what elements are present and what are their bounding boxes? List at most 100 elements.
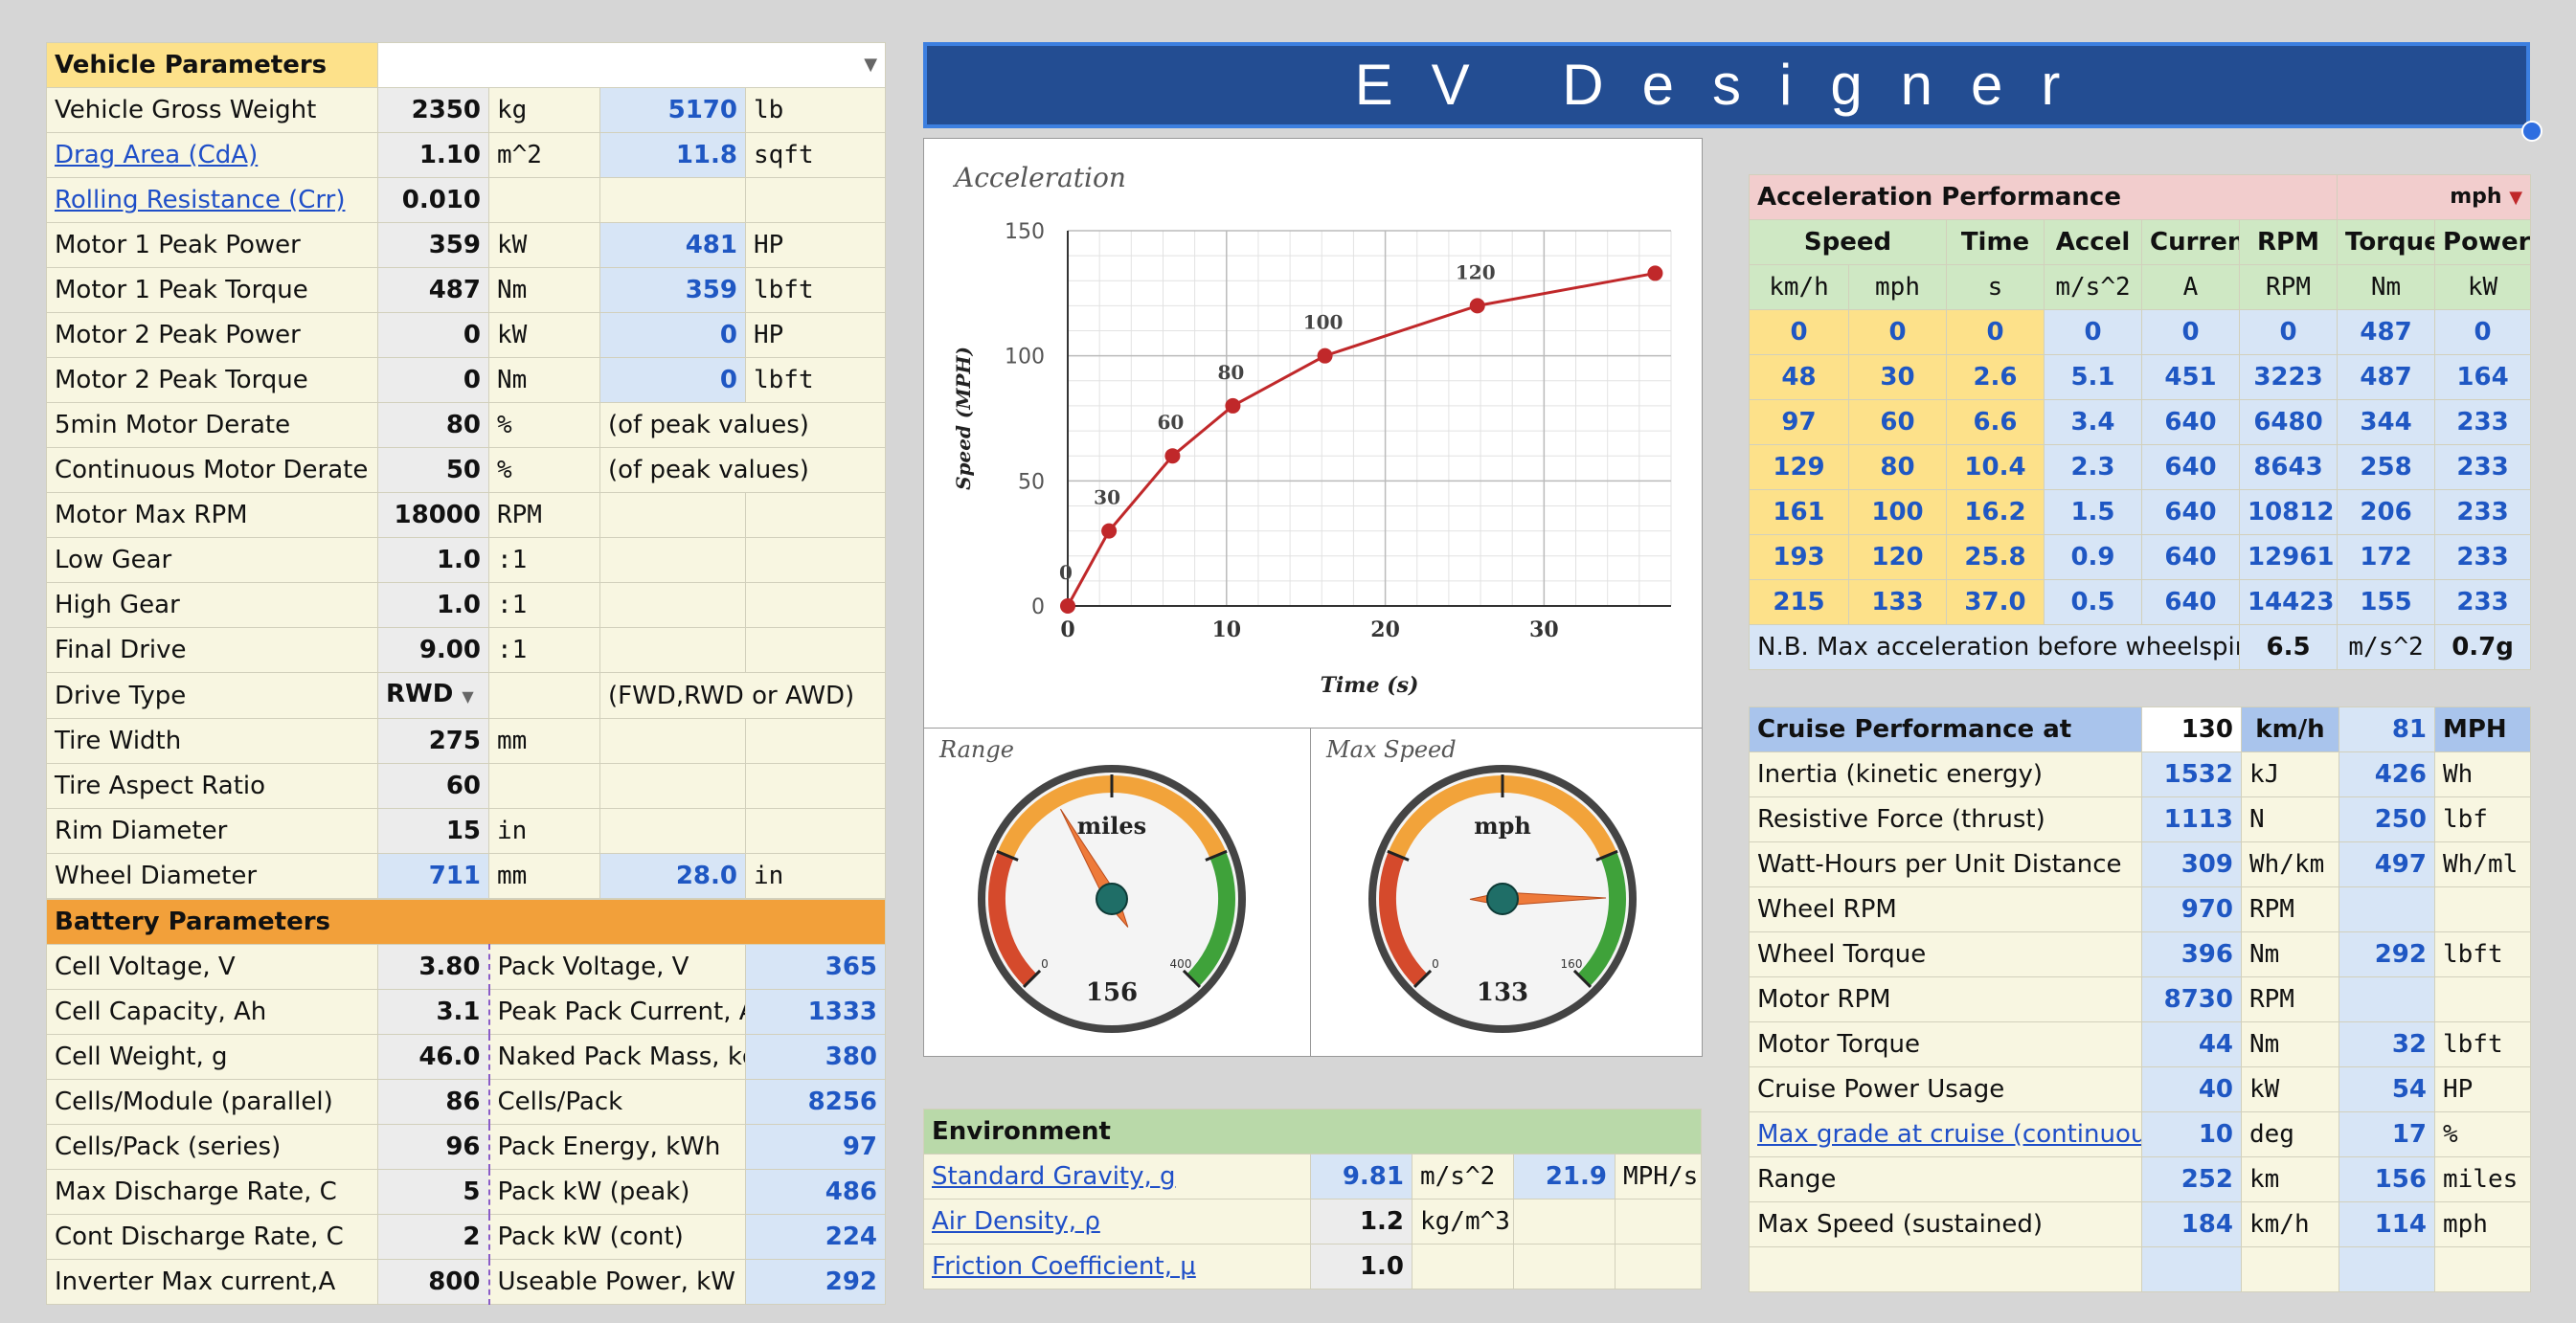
battery-param-value[interactable]: 2 [377, 1214, 490, 1260]
gauge-band [1186, 851, 1235, 987]
accel-cell: 0 [2141, 309, 2240, 355]
gauge-tick [1205, 849, 1228, 862]
cruise-value-imperial [2339, 976, 2435, 1022]
acceleration-performance-table: Acceleration Performance mph ▼ Speed Time… [1748, 174, 2532, 670]
data-point [1164, 448, 1181, 464]
cruise-unit-imperial: Wh [2434, 751, 2531, 797]
battery-param-value[interactable]: 3.1 [377, 989, 490, 1035]
cruise-unit-imperial: lbf [2434, 796, 2531, 842]
accel-cell: 5.1 [2044, 354, 2142, 400]
vehicle-param-value[interactable]: 15 [377, 808, 489, 854]
cruise-value-metric: 40 [2141, 1066, 2242, 1112]
vehicle-param-label[interactable]: Drag Area (CdA) [46, 132, 378, 178]
battery-param-value[interactable]: 800 [377, 1259, 490, 1305]
cruise-unit-imperial: lbft [2434, 931, 2531, 977]
cruise-unit-imperial: Wh/ml [2434, 841, 2531, 887]
vehicle-param-value[interactable]: 487 [377, 267, 489, 313]
accel-cell: 1.5 [2044, 489, 2142, 535]
battery-param-value[interactable]: 3.80 [377, 944, 490, 990]
vehicle-param-unit: % [488, 402, 600, 448]
cruise-row: Watt-Hours per Unit Distance 309 Wh/km 4… [1749, 841, 2531, 887]
data-point [1647, 265, 1663, 281]
vehicle-dropdown[interactable]: ▼ [376, 42, 887, 88]
cruise-speed-input[interactable]: 130 [2141, 706, 2242, 752]
environment-value[interactable]: 1.0 [1310, 1244, 1412, 1289]
environment-converted-unit [1614, 1199, 1703, 1245]
accel-cell: 215 [1749, 579, 1849, 625]
gauge-value: 156 [1086, 978, 1138, 1007]
environment-panel: Environment Standard Gravity, g 9.81 m/s… [922, 1109, 1703, 1289]
cruise-label[interactable]: Max grade at cruise (continuous) [1749, 1111, 2142, 1157]
environment-value: 9.81 [1310, 1154, 1412, 1200]
battery-param-value[interactable]: 86 [377, 1079, 490, 1125]
environment-label-link[interactable]: Air Density, ρ [923, 1199, 1311, 1245]
vehicle-param-label[interactable]: Rolling Resistance (Crr) [46, 177, 378, 223]
accel-cell: 640 [2141, 444, 2240, 490]
drive-type-select[interactable]: RWD ▼ [377, 672, 489, 719]
page-title: EV Designer [923, 42, 2530, 128]
accel-cell: 2.3 [2044, 444, 2142, 490]
vehicle-param-value[interactable]: 0 [377, 357, 489, 403]
accel-cell: 233 [2434, 444, 2532, 490]
battery-param-label: Cont Discharge Rate, C [46, 1214, 378, 1260]
cruise-unit-metric: RPM [2241, 886, 2339, 932]
battery-param-value[interactable]: 5 [377, 1169, 490, 1215]
vehicle-param-value[interactable]: 1.10 [377, 132, 489, 178]
vehicle-param-value[interactable]: 0 [377, 312, 489, 358]
vehicle-param-value[interactable]: 359 [377, 222, 489, 268]
gauge-tick [1595, 849, 1618, 862]
battery-parameters-table: Battery Parameters Cell Voltage, V 3.80 … [45, 899, 887, 1305]
vehicle-param-converted-unit [744, 492, 887, 538]
battery-derived-value: 486 [744, 1169, 887, 1215]
vehicle-parameters-panel: Vehicle Parameters ▼ Vehicle Gross Weigh… [45, 42, 887, 1305]
battery-param-value[interactable]: 96 [377, 1124, 490, 1170]
accel-row: 0 0 0 0 0 0 487 0 [1749, 309, 2532, 355]
cruise-unit-imperial: % [2434, 1111, 2531, 1157]
battery-param-value[interactable]: 46.0 [377, 1034, 490, 1080]
accel-row: 215 133 37.0 0.5 640 14423 155 233 [1749, 579, 2532, 625]
y-tick-label: 50 [1018, 470, 1045, 494]
cruise-unit-imperial: HP [2434, 1066, 2531, 1112]
gauge-min-label: 0 [1041, 957, 1049, 971]
gauge-band [1379, 851, 1428, 987]
vehicle-param-converted: 0 [599, 357, 746, 403]
accel-cell: 344 [2337, 399, 2436, 445]
gauge-value: 133 [1477, 978, 1528, 1007]
vehicle-param-unit: :1 [488, 537, 600, 583]
cruise-kmh-label: km/h [2241, 706, 2339, 752]
vehicle-row: Vehicle Gross Weight 2350 kg 5170 lb [46, 87, 887, 133]
data-label: 60 [1157, 411, 1184, 434]
data-point [1101, 523, 1118, 539]
accel-cell: 451 [2141, 354, 2240, 400]
x-tick-label: 10 [1211, 617, 1241, 642]
vehicle-param-value[interactable]: 80 [377, 402, 489, 448]
selection-handle[interactable] [2521, 121, 2542, 142]
environment-value[interactable]: 1.2 [1310, 1199, 1412, 1245]
accel-cell: 172 [2337, 534, 2436, 580]
x-tick-label: 30 [1529, 617, 1559, 642]
environment-label-link[interactable]: Standard Gravity, g [923, 1154, 1311, 1200]
gauge-tick [996, 849, 1019, 862]
vehicle-param-converted-unit [744, 177, 887, 223]
accel-cell: 164 [2434, 354, 2532, 400]
vehicle-param-value[interactable]: 1.0 [377, 582, 489, 628]
vehicle-param-value[interactable]: 0.010 [377, 177, 489, 223]
gauge-unit: mph [1474, 812, 1531, 840]
unit-select[interactable]: mph ▼ [2337, 174, 2532, 220]
data-point [1225, 397, 1241, 414]
accel-cell: 30 [1848, 354, 1947, 400]
cruise-label: Motor Torque [1749, 1021, 2142, 1067]
vehicle-row: Motor 1 Peak Torque 487 Nm 359 lbft [46, 267, 887, 313]
vehicle-param-value[interactable]: 50 [377, 447, 489, 493]
vehicle-param-value[interactable]: 1.0 [377, 537, 489, 583]
vehicle-param-value[interactable]: 275 [377, 718, 489, 764]
battery-derived-label: Pack kW (cont) [488, 1214, 746, 1260]
vehicle-param-value[interactable]: 9.00 [377, 627, 489, 673]
environment-label-link[interactable]: Friction Coefficient, μ [923, 1244, 1311, 1289]
vehicle-param-value[interactable]: 18000 [377, 492, 489, 538]
vehicle-param-value[interactable]: 2350 [377, 87, 489, 133]
battery-derived-value: 224 [744, 1214, 887, 1260]
battery-row: Inverter Max current,A 800 Useable Power… [46, 1259, 887, 1305]
wheelspin-note-row: N.B. Max acceleration before wheelspin 6… [1749, 624, 2532, 670]
vehicle-param-value[interactable]: 60 [377, 763, 489, 809]
